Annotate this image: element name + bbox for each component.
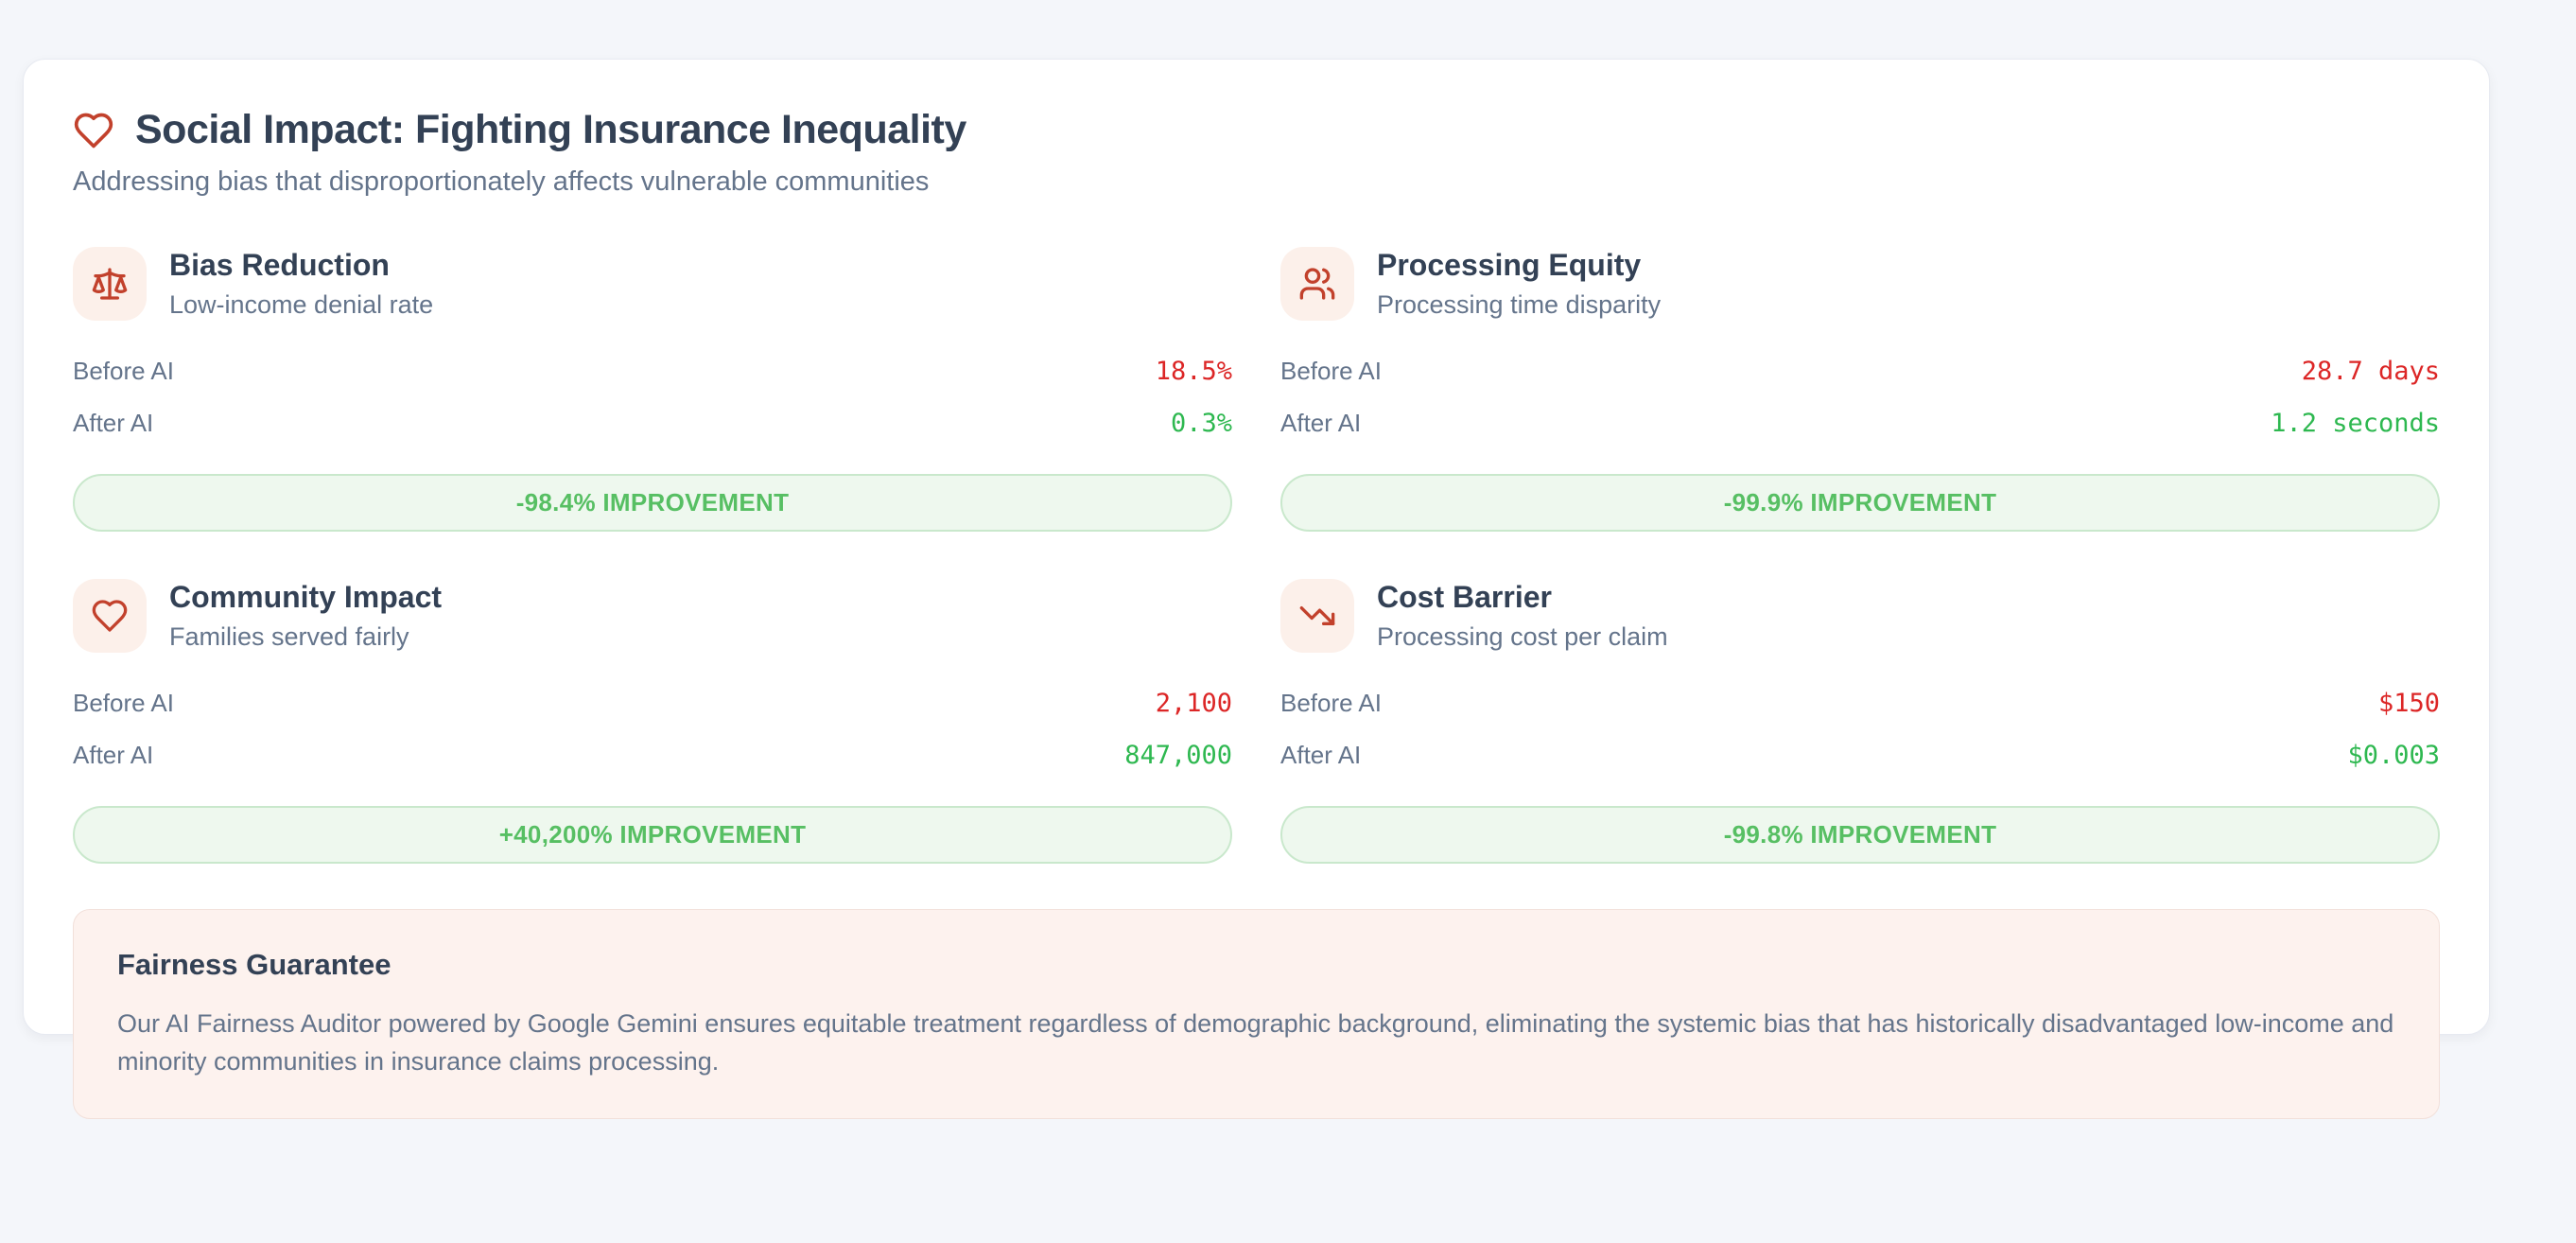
page-subtitle: Addressing bias that disproportionately … <box>73 166 930 197</box>
after-label: After AI <box>73 409 154 437</box>
before-value: 28.7 days <box>2301 357 2440 386</box>
after-row: After AI $0.003 <box>1280 729 2440 781</box>
before-value: $150 <box>2377 689 2440 718</box>
metric-card-cost-barrier: Cost Barrier Processing cost per claim B… <box>1280 579 2440 864</box>
before-label: Before AI <box>73 689 174 717</box>
metric-title: Community Impact <box>169 580 443 614</box>
users-icon <box>1299 268 1335 300</box>
heart-icon <box>92 600 128 632</box>
improvement-badge: -99.9% IMPROVEMENT <box>1280 474 2440 532</box>
before-row: Before AI 2,100 <box>73 677 1232 729</box>
metric-subtitle: Low-income denial rate <box>169 290 434 319</box>
social-impact-panel: Social Impact: Fighting Insurance Inequa… <box>23 59 2490 1119</box>
fairness-body: Our AI Fairness Auditor powered by Googl… <box>117 1009 2394 1076</box>
heart-icon-chip <box>73 579 147 653</box>
users-icon-chip <box>1280 247 1354 321</box>
before-row: Before AI 28.7 days <box>1280 345 2440 397</box>
fairness-guarantee-panel: Fairness Guarantee Our AI Fairness Audit… <box>73 909 2440 1119</box>
improvement-badge: -98.4% IMPROVEMENT <box>73 474 1232 532</box>
metric-card-processing-equity: Processing Equity Processing time dispar… <box>1280 247 2440 532</box>
scale-icon <box>92 268 128 300</box>
fairness-heading: Fairness Guarantee <box>117 948 392 981</box>
metric-card-bias-reduction: Bias Reduction Low-income denial rate Be… <box>73 247 1232 532</box>
before-value: 2,100 <box>1155 689 1232 718</box>
after-row: After AI 0.3% <box>73 397 1232 449</box>
metric-subtitle: Families served fairly <box>169 622 409 651</box>
before-value: 18.5% <box>1155 357 1232 386</box>
improvement-badge: +40,200% IMPROVEMENT <box>73 806 1232 864</box>
metric-title: Bias Reduction <box>169 248 390 282</box>
before-row: Before AI $150 <box>1280 677 2440 729</box>
after-value: 847,000 <box>1124 741 1232 770</box>
trending-down-icon <box>1299 606 1335 625</box>
before-label: Before AI <box>1280 689 1382 717</box>
metric-subtitle: Processing time disparity <box>1377 290 1662 319</box>
page-title: Social Impact: Fighting Insurance Inequa… <box>135 107 966 152</box>
after-label: After AI <box>1280 409 1362 437</box>
metric-card-community-impact: Community Impact Families served fairly … <box>73 579 1232 864</box>
after-value: 0.3% <box>1170 409 1232 438</box>
after-row: After AI 1.2 seconds <box>1280 397 2440 449</box>
metric-title: Processing Equity <box>1377 248 1642 282</box>
metric-grid: Bias Reduction Low-income denial rate Be… <box>73 247 2440 864</box>
heart-icon <box>74 113 113 148</box>
trending-down-icon-chip <box>1280 579 1354 653</box>
after-label: After AI <box>73 741 154 769</box>
after-label: After AI <box>1280 741 1362 769</box>
before-label: Before AI <box>73 357 174 385</box>
before-label: Before AI <box>1280 357 1382 385</box>
after-value: $0.003 <box>2347 741 2440 770</box>
after-row: After AI 847,000 <box>73 729 1232 781</box>
scale-icon-chip <box>73 247 147 321</box>
before-row: Before AI 18.5% <box>73 345 1232 397</box>
after-value: 1.2 seconds <box>2271 409 2440 438</box>
panel-header: Social Impact: Fighting Insurance Inequa… <box>73 107 2440 198</box>
metric-title: Cost Barrier <box>1377 580 1552 614</box>
improvement-badge: -99.8% IMPROVEMENT <box>1280 806 2440 864</box>
metric-subtitle: Processing cost per claim <box>1377 622 1668 651</box>
